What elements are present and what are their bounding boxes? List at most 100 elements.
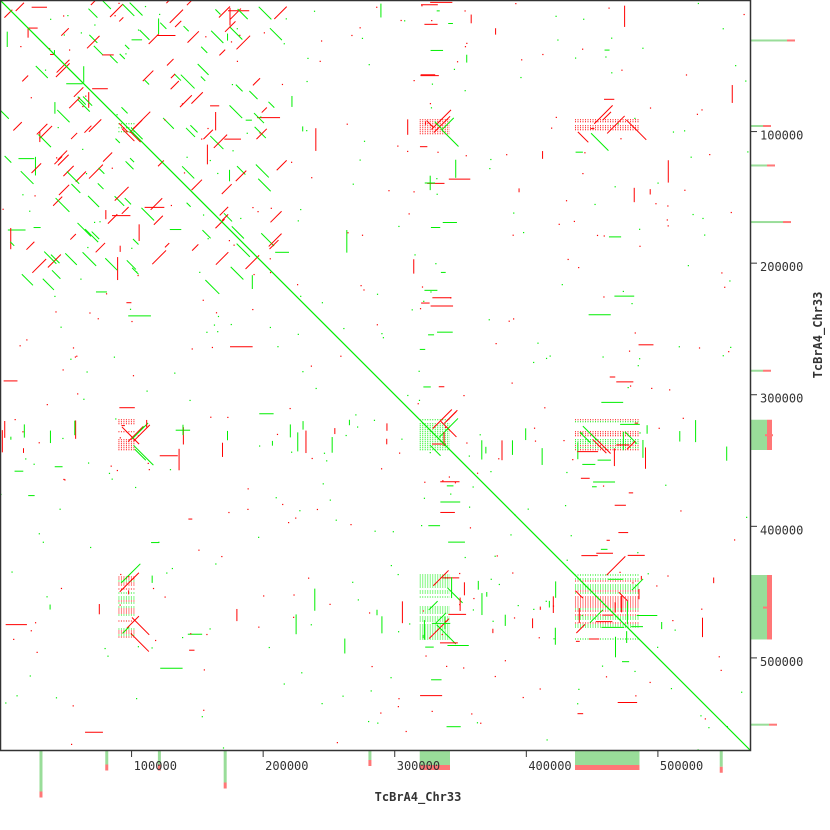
alignment-point xyxy=(657,182,659,184)
alignment-segment xyxy=(164,242,170,248)
alignment-point xyxy=(448,476,450,478)
alignment-point xyxy=(67,15,69,17)
alignment-point xyxy=(275,497,277,499)
alignment-point xyxy=(215,312,218,314)
alignment-point xyxy=(489,167,491,170)
alignment-point xyxy=(116,469,118,472)
alignment-point xyxy=(578,688,580,690)
alignment-segment xyxy=(39,125,53,139)
alignment-segment xyxy=(97,183,104,190)
alignment-point xyxy=(490,158,492,161)
alignment-segment xyxy=(60,27,70,37)
alignment-point xyxy=(85,173,88,175)
alignment-segment xyxy=(129,157,135,163)
alignment-point xyxy=(104,647,106,650)
alignment-segment xyxy=(57,154,70,166)
alignment-point xyxy=(520,76,522,79)
alignment-segment xyxy=(95,242,106,253)
alignment-point xyxy=(649,681,651,684)
alignment-point xyxy=(189,399,191,402)
alignment-point xyxy=(409,623,411,625)
alignment-point xyxy=(670,688,673,690)
alignment-point xyxy=(627,386,629,389)
alignment-point xyxy=(110,465,112,467)
alignment-segment xyxy=(63,165,75,177)
alignment-point xyxy=(471,713,473,715)
alignment-point xyxy=(357,599,359,601)
alignment-segment xyxy=(50,254,60,264)
alignment-segment xyxy=(42,278,55,291)
alignment-point xyxy=(611,72,613,74)
alignment-point xyxy=(690,156,692,158)
alignment-point xyxy=(422,610,424,612)
alignment-point xyxy=(621,69,623,71)
alignment-point xyxy=(310,624,312,626)
alignment-point xyxy=(512,234,514,236)
alignment-segment xyxy=(55,62,70,78)
alignment-segment xyxy=(223,212,233,222)
alignment-segment xyxy=(4,155,12,164)
main-diagonal xyxy=(0,0,751,751)
alignment-point xyxy=(718,656,720,658)
alignment-point xyxy=(566,471,568,474)
alignment-point xyxy=(390,677,392,679)
histogram-bar xyxy=(751,723,769,726)
alignment-point xyxy=(49,48,51,50)
alignment-point xyxy=(553,638,555,640)
alignment-segment xyxy=(230,266,244,280)
histogram-bar xyxy=(719,766,723,773)
alignment-point xyxy=(558,223,560,225)
alignment-segment xyxy=(170,80,180,90)
alignment-point xyxy=(399,452,401,454)
alignment-segment xyxy=(101,0,112,10)
alignment-point xyxy=(336,742,338,744)
alignment-point xyxy=(20,45,22,48)
alignment-point xyxy=(287,522,290,524)
alignment-point xyxy=(361,37,364,40)
alignment-segment xyxy=(121,426,140,445)
y-tick-label: 400000 xyxy=(760,523,803,537)
alignment-point xyxy=(74,356,77,358)
alignment-point xyxy=(269,271,272,274)
x-tick-label: 400000 xyxy=(528,759,571,773)
histogram-block xyxy=(419,751,450,765)
alignment-point xyxy=(277,346,279,348)
alignment-point xyxy=(446,665,448,668)
alignment-point xyxy=(669,389,671,391)
alignment-point xyxy=(300,208,302,211)
alignment-segment xyxy=(157,160,165,167)
alignment-point xyxy=(698,347,701,349)
alignment-segment xyxy=(576,624,586,634)
alignment-point xyxy=(583,18,585,20)
alignment-point xyxy=(217,331,219,333)
alignment-point xyxy=(405,730,407,733)
alignment-point xyxy=(708,727,710,729)
alignment-point xyxy=(111,167,113,169)
alignment-point xyxy=(22,194,24,196)
alignment-point xyxy=(513,212,515,214)
alignment-point xyxy=(174,372,176,374)
alignment-point xyxy=(151,647,153,649)
alignment-point xyxy=(282,503,284,506)
alignment-point xyxy=(308,577,310,579)
alignment-point xyxy=(30,630,32,632)
alignment-point xyxy=(62,437,64,440)
alignment-block xyxy=(419,570,463,645)
alignment-segment xyxy=(445,411,457,422)
alignment-point xyxy=(376,293,379,295)
alignment-point xyxy=(404,20,406,22)
alignment-point xyxy=(307,57,309,60)
alignment-point xyxy=(468,506,471,508)
alignment-point xyxy=(329,499,331,501)
alignment-point xyxy=(401,438,403,440)
alignment-point xyxy=(441,633,443,636)
alignment-segment xyxy=(252,77,261,86)
alignment-point xyxy=(418,399,421,401)
alignment-segment xyxy=(237,8,249,20)
alignment-point xyxy=(546,739,548,741)
alignment-segment xyxy=(210,30,224,44)
alignment-segment xyxy=(84,228,99,243)
alignment-segment xyxy=(88,34,98,44)
alignment-segment xyxy=(88,118,102,133)
alignment-segment xyxy=(75,171,87,183)
